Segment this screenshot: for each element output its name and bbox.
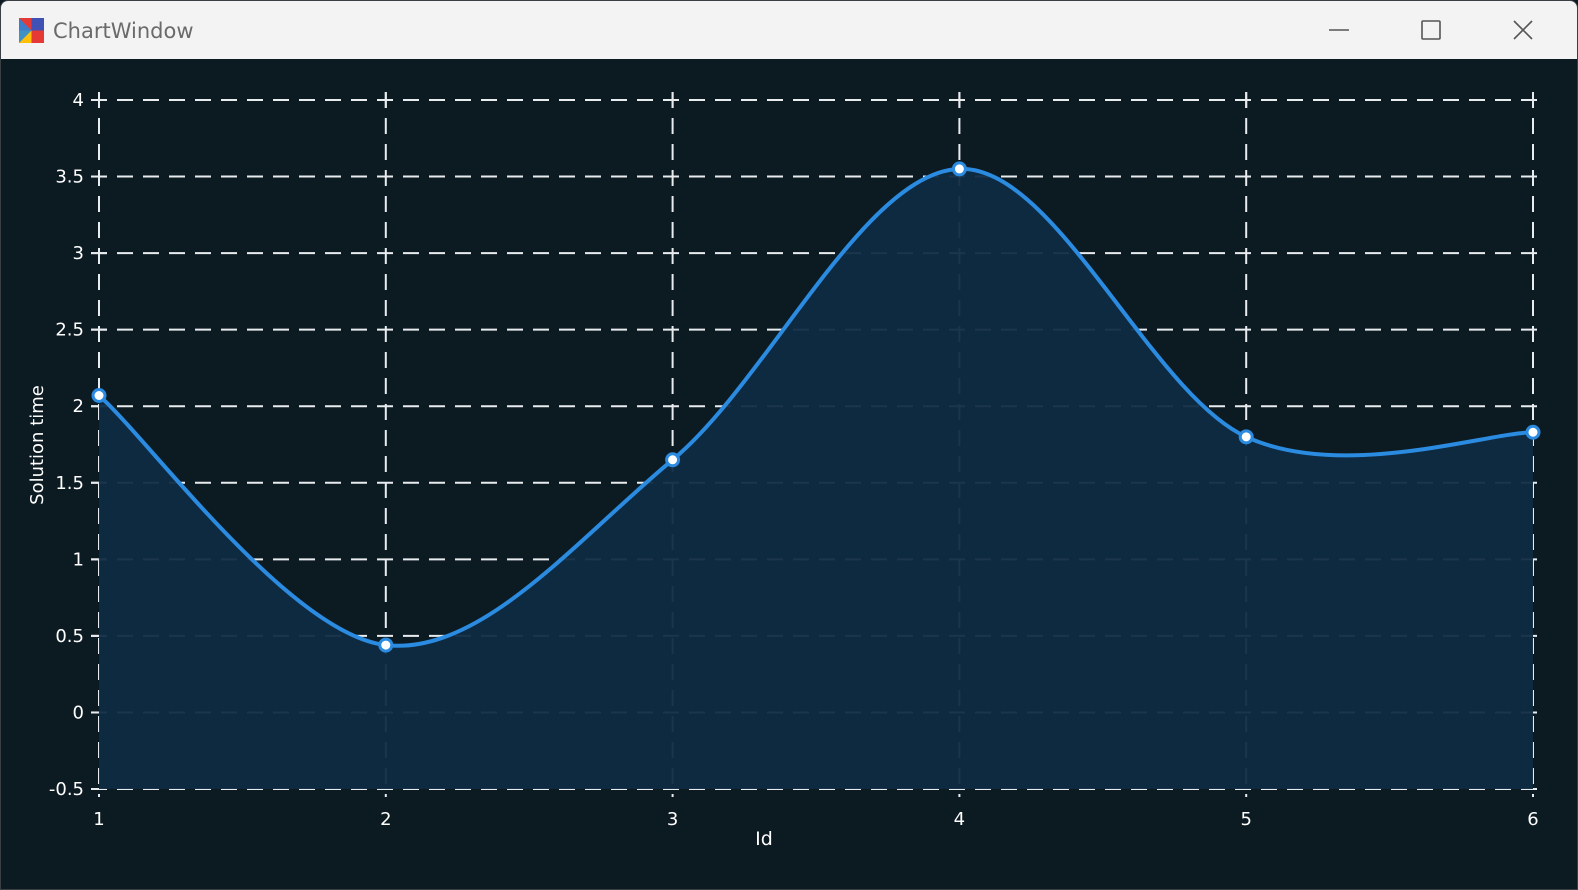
data-point (91, 388, 107, 404)
title-bar[interactable]: ChartWindow (1, 1, 1577, 59)
x-tick-label: 3 (667, 809, 678, 830)
x-tick-label: 2 (380, 809, 391, 830)
y-tick-label: 3 (73, 243, 84, 264)
y-axis-label: Solution time (27, 385, 48, 505)
window-title: ChartWindow (53, 19, 194, 43)
maximize-icon (1421, 20, 1441, 40)
app-icon (19, 18, 44, 43)
y-tick-label: 2 (73, 396, 84, 417)
close-button[interactable] (1477, 1, 1569, 59)
x-tick-label: 4 (954, 809, 965, 830)
data-point (378, 637, 394, 653)
minimize-icon (1329, 29, 1349, 31)
y-tick-label: 0.5 (55, 626, 84, 647)
data-point (951, 161, 967, 177)
close-icon (1513, 20, 1533, 40)
series-area (99, 168, 1533, 789)
data-point (1525, 424, 1541, 440)
y-tick-label: 3.5 (55, 167, 84, 188)
x-tick-label: 5 (1240, 809, 1251, 830)
x-axis-label: Id (755, 828, 773, 850)
y-tick-label: 1.5 (55, 473, 84, 494)
y-tick-label: 2.5 (55, 320, 84, 341)
y-tick-label: 4 (73, 90, 84, 111)
data-point (1238, 429, 1254, 445)
maximize-button[interactable] (1385, 1, 1477, 59)
y-tick-label: 1 (73, 549, 84, 570)
chart-area: -0.5 0 0.5 1 1.5 2 2.5 3 3.5 4 1 2 3 4 5 6 Id Solution … (1, 59, 1577, 889)
area-chart: -0.5 0 0.5 1 1.5 2 2.5 3 3.5 4 1 2 3 4 5 6 Id Solution … (27, 90, 1541, 850)
x-tick-label: 6 (1527, 809, 1538, 830)
data-point (665, 452, 681, 468)
y-tick-label: -0.5 (49, 779, 84, 800)
y-tick-label: 0 (73, 702, 84, 723)
x-tick-label: 1 (93, 809, 104, 830)
minimize-button[interactable] (1293, 1, 1385, 59)
